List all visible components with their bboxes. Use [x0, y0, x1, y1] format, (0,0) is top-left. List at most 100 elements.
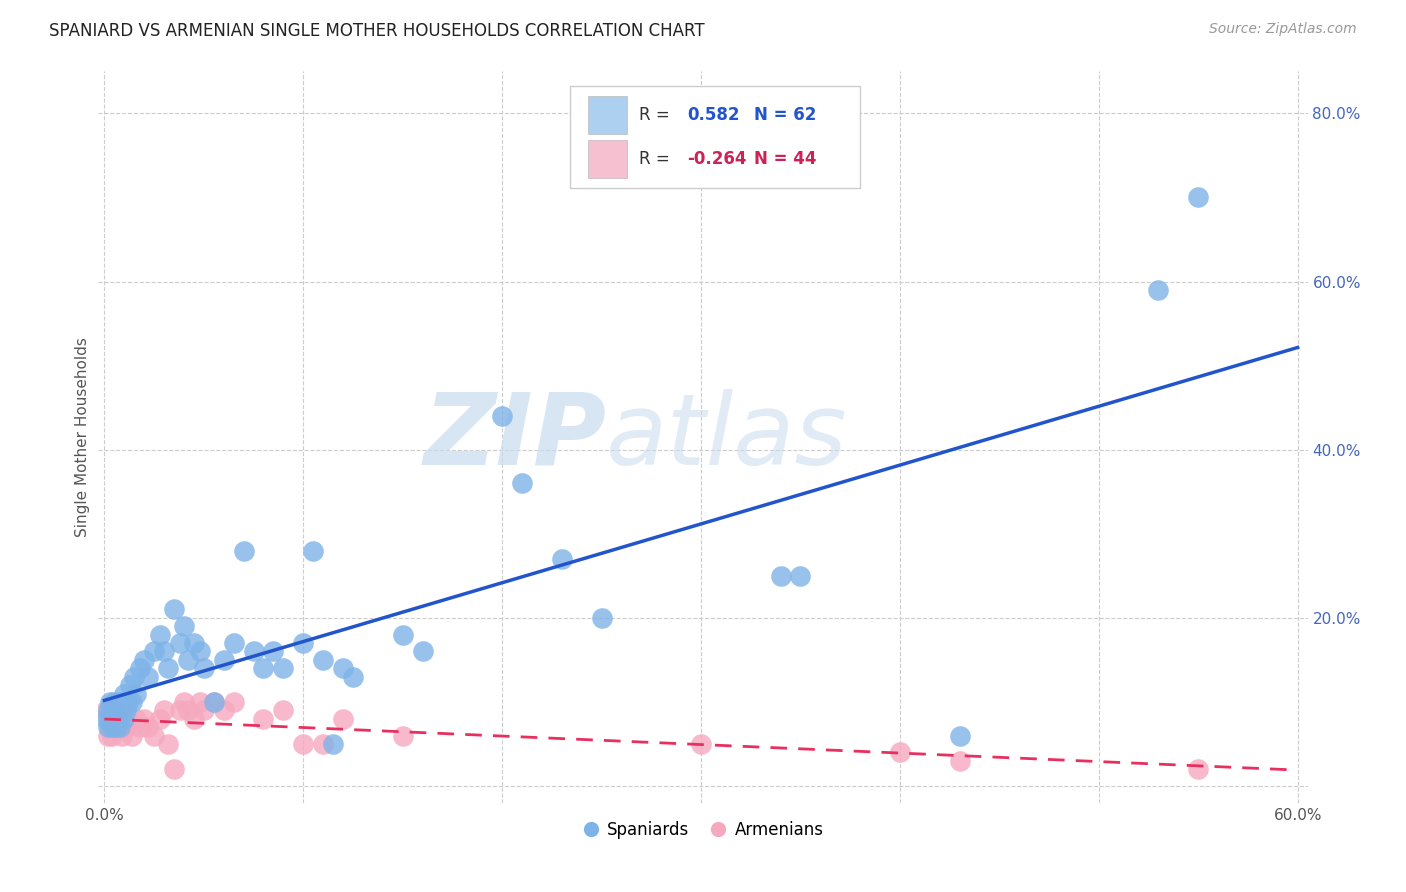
- Text: N = 44: N = 44: [754, 150, 817, 168]
- Point: [129, 661, 152, 675]
- Text: 0.582: 0.582: [688, 106, 740, 124]
- Point: [110, 703, 132, 717]
- Point: [510, 476, 533, 491]
- Point: [153, 644, 176, 658]
- Point: [103, 703, 125, 717]
- Point: [110, 720, 132, 734]
- Point: [115, 720, 138, 734]
- Point: [690, 737, 713, 751]
- Text: SPANIARD VS ARMENIAN SINGLE MOTHER HOUSEHOLDS CORRELATION CHART: SPANIARD VS ARMENIAN SINGLE MOTHER HOUSE…: [49, 22, 704, 40]
- Point: [948, 729, 970, 743]
- Point: [107, 712, 129, 726]
- Point: [177, 653, 200, 667]
- Point: [136, 670, 159, 684]
- FancyBboxPatch shape: [588, 96, 627, 135]
- Point: [97, 712, 120, 726]
- Text: -0.264: -0.264: [688, 150, 747, 168]
- Text: R =: R =: [638, 150, 675, 168]
- Point: [173, 695, 195, 709]
- Point: [105, 712, 128, 726]
- Point: [96, 712, 118, 726]
- Point: [111, 729, 134, 743]
- Point: [193, 703, 215, 717]
- Point: [412, 644, 434, 658]
- Point: [103, 720, 125, 734]
- Point: [169, 703, 191, 717]
- Point: [202, 695, 225, 709]
- Point: [232, 543, 254, 558]
- Point: [98, 695, 121, 709]
- Point: [173, 619, 195, 633]
- Point: [98, 703, 121, 717]
- Point: [163, 602, 186, 616]
- Point: [183, 712, 205, 726]
- Point: [134, 653, 156, 667]
- FancyBboxPatch shape: [569, 86, 860, 188]
- Point: [292, 737, 315, 751]
- Point: [302, 543, 325, 558]
- Point: [125, 686, 148, 700]
- Point: [121, 729, 143, 743]
- Point: [188, 644, 211, 658]
- Point: [107, 720, 129, 734]
- Point: [491, 409, 513, 423]
- Point: [111, 695, 134, 709]
- Point: [252, 712, 274, 726]
- Point: [202, 695, 225, 709]
- Point: [157, 737, 180, 751]
- Point: [222, 636, 245, 650]
- Point: [252, 661, 274, 675]
- Text: ZIP: ZIP: [423, 389, 606, 485]
- Point: [98, 720, 121, 734]
- Point: [212, 703, 235, 717]
- Y-axis label: Single Mother Households: Single Mother Households: [75, 337, 90, 537]
- Point: [1187, 762, 1209, 776]
- Text: N = 62: N = 62: [754, 106, 815, 124]
- Point: [112, 712, 135, 726]
- Point: [222, 695, 245, 709]
- Point: [120, 678, 142, 692]
- Point: [273, 703, 295, 717]
- Point: [105, 720, 128, 734]
- Point: [391, 729, 413, 743]
- Point: [125, 712, 148, 726]
- Text: atlas: atlas: [606, 389, 848, 485]
- Point: [96, 703, 118, 717]
- Point: [153, 703, 176, 717]
- Point: [948, 754, 970, 768]
- Point: [101, 729, 124, 743]
- Point: [242, 644, 264, 658]
- Text: Source: ZipAtlas.com: Source: ZipAtlas.com: [1209, 22, 1357, 37]
- Point: [1187, 190, 1209, 204]
- Point: [1147, 283, 1170, 297]
- Point: [312, 737, 335, 751]
- Point: [292, 636, 315, 650]
- Point: [97, 729, 120, 743]
- Point: [101, 712, 124, 726]
- Point: [157, 661, 180, 675]
- Point: [143, 729, 166, 743]
- Point: [103, 695, 125, 709]
- Point: [332, 661, 354, 675]
- Point: [143, 644, 166, 658]
- FancyBboxPatch shape: [588, 140, 627, 178]
- Point: [183, 636, 205, 650]
- Point: [193, 661, 215, 675]
- Point: [391, 627, 413, 641]
- Point: [769, 569, 792, 583]
- Point: [117, 712, 139, 726]
- Point: [322, 737, 344, 751]
- Point: [551, 552, 574, 566]
- Point: [112, 703, 135, 717]
- Point: [212, 653, 235, 667]
- Point: [273, 661, 295, 675]
- Point: [97, 703, 120, 717]
- Point: [97, 720, 120, 734]
- Point: [889, 745, 911, 759]
- Point: [342, 670, 364, 684]
- Point: [122, 670, 145, 684]
- Point: [789, 569, 811, 583]
- Point: [262, 644, 284, 658]
- Point: [117, 695, 139, 709]
- Point: [188, 695, 211, 709]
